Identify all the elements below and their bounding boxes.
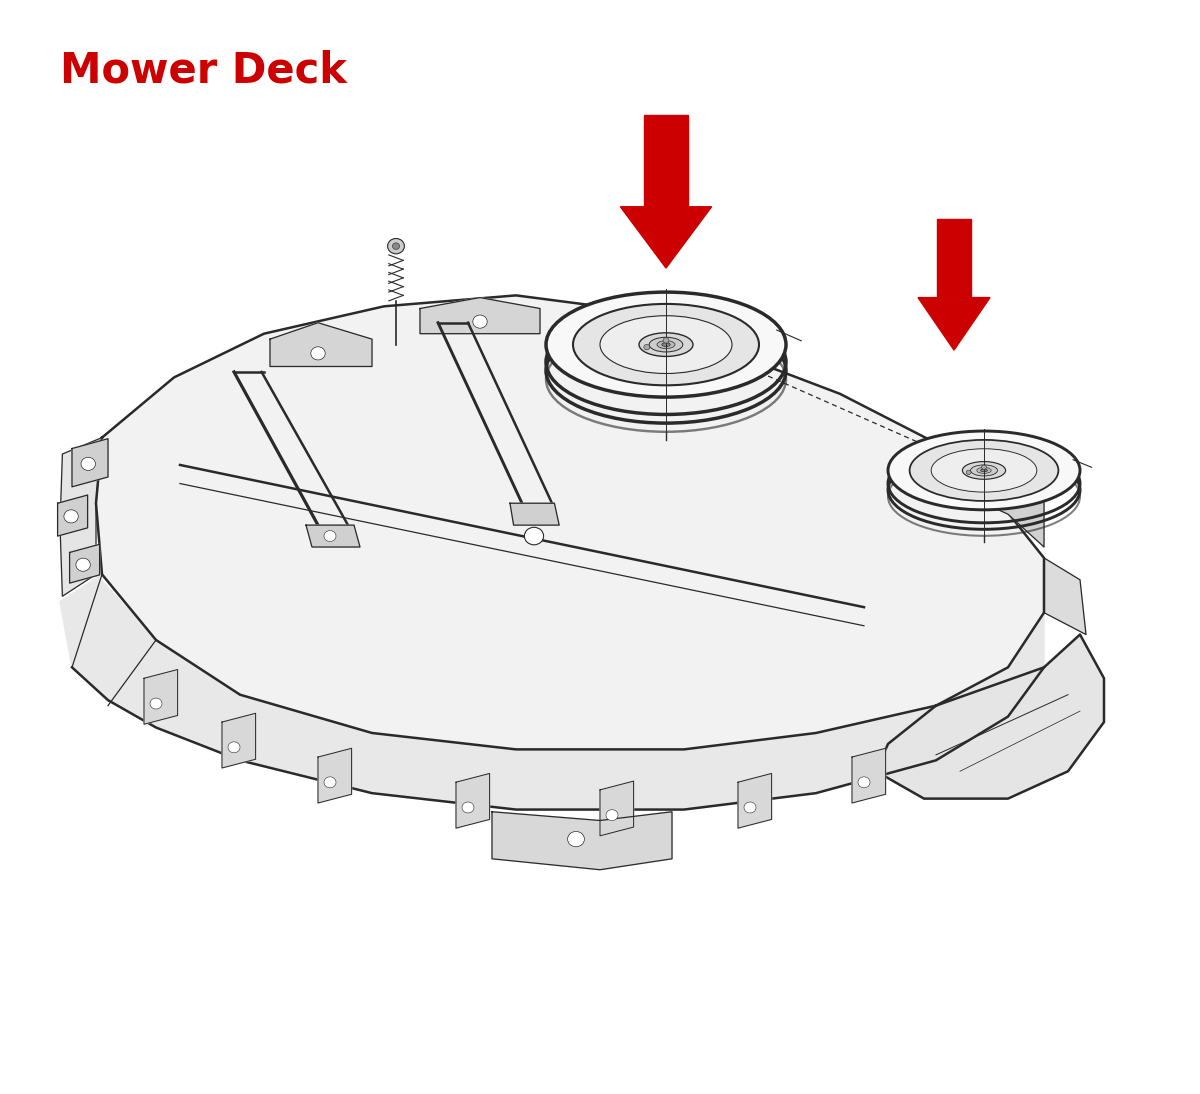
Ellipse shape: [962, 462, 1006, 479]
Circle shape: [858, 777, 870, 788]
Ellipse shape: [980, 469, 988, 472]
Circle shape: [311, 347, 325, 360]
Polygon shape: [738, 773, 772, 828]
Polygon shape: [72, 439, 108, 487]
Ellipse shape: [888, 431, 1080, 510]
Ellipse shape: [640, 333, 694, 357]
Ellipse shape: [658, 340, 676, 349]
Polygon shape: [306, 525, 360, 547]
Polygon shape: [644, 115, 688, 207]
Circle shape: [324, 777, 336, 788]
Circle shape: [473, 315, 487, 328]
Circle shape: [76, 558, 90, 571]
Circle shape: [324, 531, 336, 542]
Circle shape: [1001, 469, 1015, 482]
Ellipse shape: [600, 316, 732, 373]
Circle shape: [982, 465, 986, 469]
Ellipse shape: [662, 342, 671, 347]
Ellipse shape: [977, 467, 991, 474]
Polygon shape: [420, 298, 540, 334]
Circle shape: [966, 470, 971, 475]
Circle shape: [150, 698, 162, 709]
Polygon shape: [270, 323, 372, 366]
Circle shape: [568, 831, 584, 847]
Polygon shape: [144, 670, 178, 724]
Ellipse shape: [971, 465, 997, 476]
Polygon shape: [60, 438, 102, 596]
Polygon shape: [600, 781, 634, 836]
Polygon shape: [96, 295, 1044, 749]
Ellipse shape: [931, 449, 1037, 492]
Ellipse shape: [546, 292, 786, 397]
Polygon shape: [510, 503, 559, 525]
Polygon shape: [60, 574, 1044, 810]
Polygon shape: [58, 494, 88, 536]
Circle shape: [644, 345, 650, 350]
Text: Mower Deck: Mower Deck: [60, 49, 347, 91]
Circle shape: [744, 802, 756, 813]
Circle shape: [80, 457, 96, 470]
Polygon shape: [918, 298, 990, 350]
Circle shape: [64, 510, 78, 523]
Circle shape: [524, 527, 544, 545]
Circle shape: [606, 810, 618, 820]
Polygon shape: [937, 219, 971, 298]
Circle shape: [392, 243, 400, 249]
Polygon shape: [456, 773, 490, 828]
Circle shape: [664, 338, 670, 344]
Polygon shape: [70, 545, 100, 583]
Polygon shape: [876, 635, 1104, 799]
Polygon shape: [960, 449, 1044, 547]
Polygon shape: [318, 748, 352, 803]
Polygon shape: [492, 812, 672, 870]
Circle shape: [228, 742, 240, 753]
Polygon shape: [1044, 558, 1086, 635]
Polygon shape: [620, 207, 712, 268]
Polygon shape: [852, 748, 886, 803]
Circle shape: [462, 802, 474, 813]
Ellipse shape: [910, 440, 1058, 501]
Polygon shape: [222, 713, 256, 768]
Circle shape: [388, 238, 404, 254]
Ellipse shape: [649, 337, 683, 352]
Ellipse shape: [574, 304, 760, 385]
